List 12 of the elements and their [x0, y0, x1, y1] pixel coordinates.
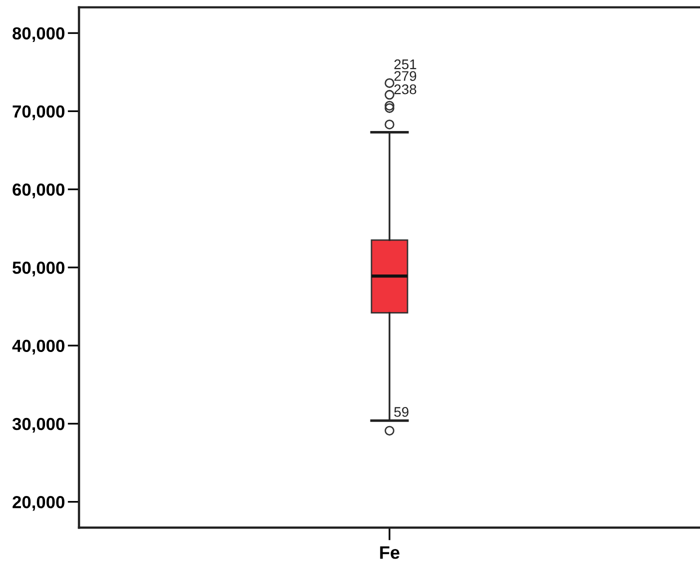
y-tick-label: 50,000	[12, 262, 64, 276]
y-tick-label: 20,000	[12, 496, 64, 511]
y-tick-label: 80,000	[12, 27, 64, 42]
x-tick-label: Fe	[380, 546, 400, 559]
annotation: 59	[394, 407, 408, 417]
y-tick-label: 60,000	[12, 183, 64, 198]
y-tick-label: 40,000	[12, 340, 64, 355]
annotation: 251	[394, 59, 416, 70]
y-tick-label: 70,000	[12, 105, 64, 120]
annotation: 238	[394, 84, 416, 94]
annotation: 279	[394, 71, 416, 81]
y-tick-label: 30,000	[12, 418, 64, 433]
